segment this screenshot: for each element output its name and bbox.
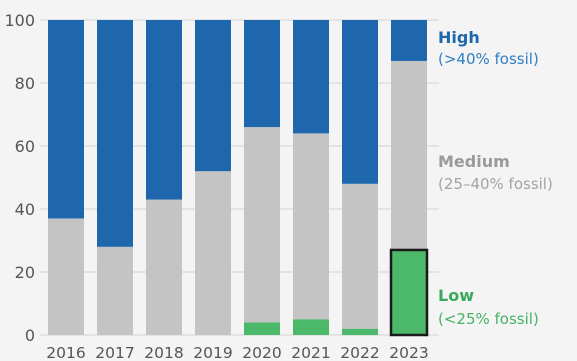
legend-subtitle: (<25% fossil) [438,310,539,328]
x-tick-label: 2017 [95,344,134,361]
bar-segment-high-2021 [293,20,329,134]
bar-segment-medium-2019 [195,171,231,335]
legend-item-high: High (>40% fossil) [438,28,539,68]
legend-title: High [438,28,480,47]
legend-title: Low [438,286,474,305]
y-tick-label: 40 [15,200,35,219]
bar-segment-medium-2022 [342,183,378,329]
x-tick-label: 2018 [144,344,183,361]
y-axis-ticks: 0 20 40 60 80 100 [4,11,35,345]
y-tick-label: 80 [15,74,35,93]
bar-segment-medium-2021 [293,133,329,320]
x-tick-label: 2022 [340,344,379,361]
bar-segment-high-2017 [97,20,133,247]
bar-segment-low-2022 [342,328,378,335]
bar-segment-high-2018 [146,20,182,200]
bar-segment-medium-2016 [48,218,84,335]
bar-segment-high-2022 [342,20,378,184]
bar-segment-high-2016 [48,20,84,219]
bar-segment-medium-2017 [97,246,133,335]
bar-segment-low-2021 [293,319,329,335]
y-tick-label: 20 [15,263,35,282]
legend-title: Medium [438,152,510,171]
y-tick-label: 60 [15,137,35,156]
bar-segment-medium-2020 [244,127,280,323]
bars [48,20,429,337]
bar-segment-high-2023 [391,20,427,61]
bar-segment-low-2020 [244,322,280,335]
x-tick-label: 2020 [242,344,281,361]
legend-subtitle: (25–40% fossil) [438,175,553,193]
y-tick-label: 100 [4,11,35,30]
bar-segment-high-2019 [195,20,231,172]
legend-item-medium: Medium (25–40% fossil) [438,152,553,193]
x-axis-ticks: 2016 2017 2018 2019 2020 2021 2022 2023 [46,344,428,361]
bar-segment-medium-2023 [391,60,427,250]
x-tick-label: 2023 [389,344,428,361]
legend-item-low: Low (<25% fossil) [438,286,539,328]
legend-subtitle: (>40% fossil) [438,50,539,68]
bar-segment-medium-2018 [146,199,182,335]
x-tick-label: 2016 [46,344,85,361]
legend: High (>40% fossil) Medium (25–40% fossil) Lo… [438,28,553,328]
bar-segment-high-2020 [244,20,280,128]
bar-segment-low-2023 [389,248,429,337]
y-tick-label: 0 [25,326,35,345]
x-tick-label: 2019 [193,344,232,361]
x-tick-label: 2021 [291,344,330,361]
